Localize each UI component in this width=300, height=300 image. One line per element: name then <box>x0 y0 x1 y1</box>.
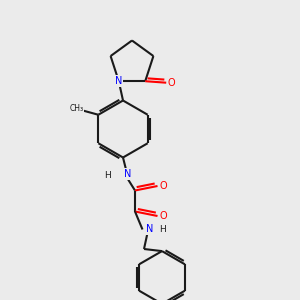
Text: N: N <box>146 224 154 235</box>
Text: O: O <box>159 181 167 191</box>
Text: N: N <box>115 76 122 86</box>
Text: O: O <box>159 211 167 221</box>
Text: N: N <box>124 169 131 179</box>
Text: H: H <box>104 171 111 180</box>
Text: CH₃: CH₃ <box>69 104 83 113</box>
Text: O: O <box>168 78 176 88</box>
Text: H: H <box>159 225 166 234</box>
